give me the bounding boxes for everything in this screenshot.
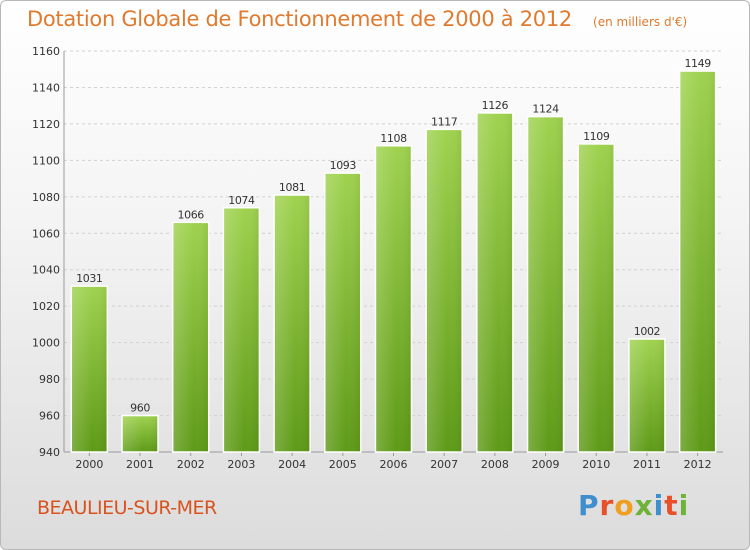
x-tick-label: 2009 [532,458,560,471]
data-label: 1074 [228,194,255,207]
y-tick-label: 1160 [32,45,60,58]
data-label: 1093 [330,159,357,172]
bar-shine [528,117,563,453]
bar-shine [173,223,208,452]
proxiti-logo: Proxiti [578,489,689,522]
logo-letter: t [664,489,679,522]
bar-shine [123,416,158,452]
x-tick-label: 2000 [75,458,103,471]
data-label: 1149 [684,57,711,70]
logo-letter: P [578,489,600,522]
bar-shine [680,72,715,453]
x-tick-label: 2012 [684,458,712,471]
y-tick-label: 1060 [32,227,60,240]
bar-shine [629,339,664,452]
bar-shine [477,113,512,453]
logo-letter: i [678,489,690,522]
data-label: 1117 [431,115,458,128]
title-row: Dotation Globale de Fonctionnement de 20… [27,7,687,31]
x-tick-label: 2001 [126,458,154,471]
x-tick-label: 2010 [582,458,610,471]
y-tick-label: 1140 [32,81,60,94]
data-label: 1124 [532,103,559,116]
y-tick-label: 1000 [32,337,60,350]
y-tick-label: 1040 [32,264,60,277]
data-label: 1002 [634,325,660,338]
data-label: 1126 [482,99,509,112]
y-tick-label: 1020 [32,300,60,313]
y-tick-label: 1100 [32,154,60,167]
x-tick-label: 2007 [430,458,458,471]
chart-subtitle: (en milliers d'€) [593,15,688,29]
bar-shine [72,287,107,452]
bar-shine [325,174,360,452]
logo-letter: i [653,489,665,522]
x-tick-label: 2011 [633,458,661,471]
x-tick-label: 2002 [177,458,205,471]
commune-name: BEAULIEU-SUR-MER [37,497,217,519]
x-tick-label: 2006 [380,458,408,471]
x-tick-label: 2003 [227,458,255,471]
data-label: 1031 [76,272,102,285]
chart-title: Dotation Globale de Fonctionnement de 20… [27,7,572,31]
data-label: 1081 [279,181,305,194]
logo-letter: x [634,489,654,522]
y-tick-label: 980 [39,373,60,386]
logo-letter: r [599,489,615,522]
y-tick-label: 1120 [32,118,60,131]
logo-letter: o [614,489,635,522]
bar-shine [427,130,462,453]
y-tick-label: 940 [39,446,60,459]
data-label: 1066 [178,208,205,221]
bar-shine [275,195,310,452]
data-label: 1109 [583,130,610,143]
bar-shine [224,208,259,452]
y-tick-label: 960 [39,410,60,423]
bar-shine [579,144,614,452]
bar-shine [376,146,411,453]
x-tick-label: 2004 [278,458,306,471]
data-label: 960 [130,402,150,415]
x-tick-label: 2008 [481,458,509,471]
x-tick-label: 2005 [329,458,357,471]
y-tick-label: 1080 [32,191,60,204]
data-label: 1108 [380,132,407,145]
